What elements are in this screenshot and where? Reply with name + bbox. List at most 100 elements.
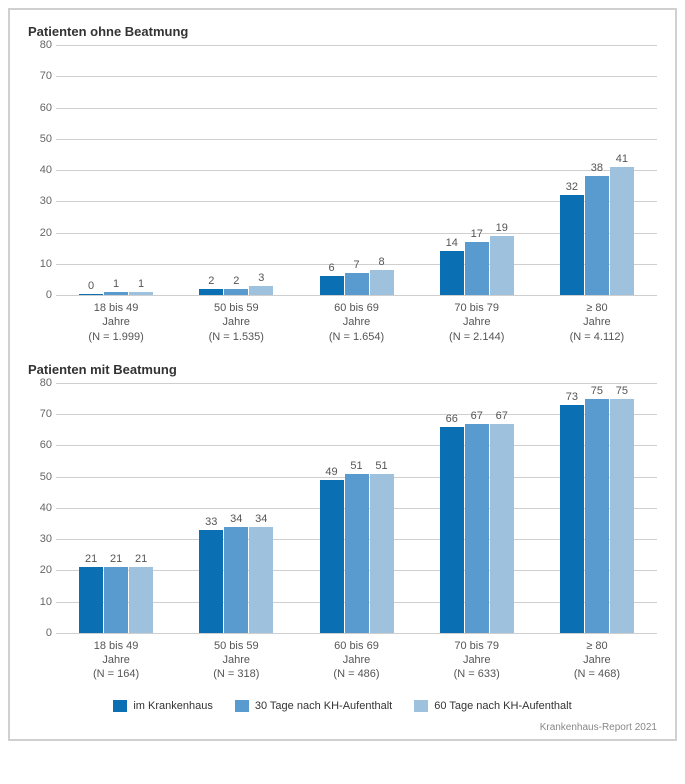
x-label-line: 70 bis 79 [417,301,537,315]
chart-block-1: Patienten mit Beatmung010203040506070802… [28,362,657,682]
x-label-line: (N = 486) [296,667,416,681]
bar: 41 [610,167,634,295]
bar-group: 495151 [296,383,416,633]
bar-groups: 212121333434495151666767737575 [56,383,657,633]
bar-value-label: 14 [446,237,458,249]
chart-frame: Patienten ohne Beatmung01020304050607080… [8,8,677,741]
bar-group: 333434 [176,383,296,633]
bar: 6 [320,276,344,295]
bar-value-label: 21 [135,553,147,565]
bar: 21 [104,567,128,633]
y-tick-label: 60 [28,439,52,451]
x-label-line: Jahre [56,315,176,329]
x-label-line: Jahre [296,653,416,667]
bar-value-label: 75 [591,385,603,397]
x-label-line: Jahre [176,653,296,667]
bar-value-label: 67 [496,410,508,422]
y-tick-label: 60 [28,102,52,114]
bar-value-label: 0 [88,280,94,292]
legend-item: im Krankenhaus [113,700,213,712]
bar-value-label: 1 [113,278,119,290]
y-tick-label: 50 [28,133,52,145]
bar-group: 212121 [56,383,176,633]
bar-value-label: 2 [208,275,214,287]
bars: 666767 [440,424,514,633]
bar: 66 [440,427,464,633]
legend-item: 30 Tage nach KH-Aufenthalt [235,700,392,712]
chart-block-0: Patienten ohne Beatmung01020304050607080… [28,24,657,344]
x-label-line: 18 bis 49 [56,301,176,315]
bars: 737575 [560,399,634,633]
y-tick-label: 80 [28,39,52,51]
y-tick-label: 0 [28,627,52,639]
bar-value-label: 66 [446,413,458,425]
bars: 011 [79,292,153,295]
y-tick-label: 40 [28,164,52,176]
x-label-line: (N = 1.535) [176,330,296,344]
bar-value-label: 3 [258,272,264,284]
bar-value-label: 34 [255,513,267,525]
x-label-line: ≥ 80 [537,301,657,315]
bar-value-label: 17 [471,228,483,240]
x-label-line: 70 bis 79 [417,639,537,653]
x-label-line: (N = 633) [417,667,537,681]
bar: 67 [465,424,489,633]
legend-label: im Krankenhaus [133,700,213,712]
bar: 67 [490,424,514,633]
bar: 14 [440,251,464,295]
x-labels: 18 bis 49Jahre(N = 1.999)50 bis 59Jahre(… [56,301,657,344]
bar: 2 [199,289,223,295]
legend-label: 60 Tage nach KH-Aufenthalt [434,700,571,712]
x-label-line: (N = 318) [176,667,296,681]
x-label: 60 bis 69Jahre(N = 1.654) [296,301,416,344]
bar-value-label: 51 [375,460,387,472]
bars: 678 [320,270,394,295]
bar: 34 [224,527,248,633]
x-label: ≥ 80Jahre(N = 4.112) [537,301,657,344]
x-label: 70 bis 79Jahre(N = 633) [417,639,537,682]
y-tick-label: 80 [28,377,52,389]
y-tick-label: 70 [28,408,52,420]
x-label-line: Jahre [537,315,657,329]
bar: 75 [610,399,634,633]
y-tick-label: 20 [28,564,52,576]
bar: 1 [129,292,153,295]
legend: im Krankenhaus 30 Tage nach KH-Aufenthalt… [28,700,657,712]
bar-value-label: 75 [616,385,628,397]
bars: 223 [199,286,273,295]
x-label-line: Jahre [56,653,176,667]
x-label: 50 bis 59Jahre(N = 318) [176,639,296,682]
bar: 17 [465,242,489,295]
y-tick-label: 0 [28,289,52,301]
bar: 75 [585,399,609,633]
x-label: 60 bis 69Jahre(N = 486) [296,639,416,682]
bars: 495151 [320,474,394,633]
x-label-line: ≥ 80 [537,639,657,653]
x-label-line: (N = 1.999) [56,330,176,344]
x-label-line: Jahre [537,653,657,667]
bar-group: 141719 [417,45,537,295]
x-label-line: (N = 164) [56,667,176,681]
bars: 212121 [79,567,153,633]
bar: 21 [79,567,103,633]
bars: 141719 [440,236,514,295]
bar-value-label: 73 [566,391,578,403]
bar-value-label: 1 [138,278,144,290]
y-tick-label: 50 [28,471,52,483]
y-tick-label: 10 [28,258,52,270]
y-tick-label: 30 [28,533,52,545]
chart-title: Patienten mit Beatmung [28,362,657,377]
legend-label: 30 Tage nach KH-Aufenthalt [255,700,392,712]
x-label-line: (N = 4.112) [537,330,657,344]
x-label-line: (N = 2.144) [417,330,537,344]
bar-value-label: 67 [471,410,483,422]
bar-group: 323841 [537,45,657,295]
chart-title: Patienten ohne Beatmung [28,24,657,39]
x-label-line: 50 bis 59 [176,301,296,315]
chart-area: 0102030405060708021212133343449515166676… [56,383,657,633]
legend-item: 60 Tage nach KH-Aufenthalt [414,700,571,712]
charts-container: Patienten ohne Beatmung01020304050607080… [28,24,657,682]
x-label: ≥ 80Jahre(N = 468) [537,639,657,682]
x-label: 70 bis 79Jahre(N = 2.144) [417,301,537,344]
bar-value-label: 32 [566,181,578,193]
